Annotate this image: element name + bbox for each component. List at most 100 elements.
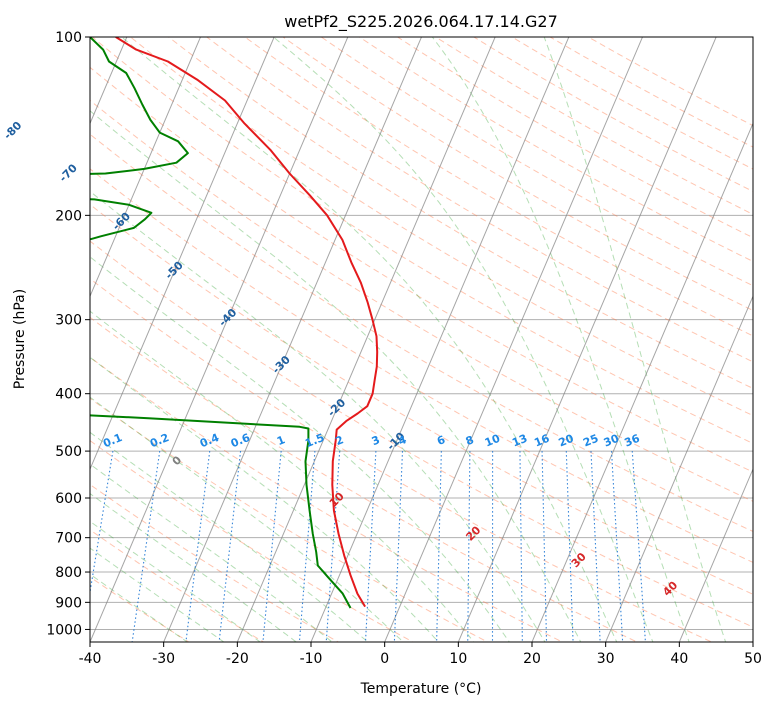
isotherm-line [90,37,349,642]
moist-adiabat-label: 20 [463,523,483,543]
mixing-ratio-line [519,451,523,642]
mixing-ratio-label: 13 [510,432,529,450]
mixing-ratio-label: 3 [370,433,382,448]
dry-adiabat-line [90,278,713,642]
mixing-ratio-label: 2 [334,433,346,448]
y-tick-label: 200 [55,208,82,224]
axes: -40 -30 -20 -10 0 10 20 30 40 5010020030040050060… [46,30,762,667]
x-tick-label: -40 [79,651,102,667]
dry-adiabat-line [90,356,564,642]
x-tick-label: 30 [597,651,615,667]
moist-adiabat-line [90,310,475,642]
background-lines [0,24,753,654]
dry-adiabat-line [90,316,639,642]
y-tick-label: 100 [55,30,82,46]
moist-adiabat-line [90,463,333,642]
moist-adiabat-line [90,493,298,642]
dry-adiabat-line [549,37,753,148]
isotherm-line [236,37,496,642]
moist-adiabat-line [121,37,618,642]
isotherm-line [90,37,202,298]
dry-adiabat-line [91,37,753,445]
y-tick-label: 500 [55,444,82,460]
dry-adiabat-line [511,37,753,170]
dry-adiabat-line [90,397,489,642]
mixing-ratio-label: 8 [464,433,476,448]
isotherm-label: -30 [270,353,293,376]
mixing-ratio-label: 6 [435,433,447,448]
dry-adiabat-line [90,133,753,532]
dry-adiabat-line [90,576,190,642]
dry-adiabat-line [205,37,753,363]
mixing-ratio-label: 20 [557,432,576,450]
mixing-ratio-line [131,451,161,642]
x-axis-label: Temperature (°C) [360,681,482,697]
dry-adiabat-line [90,168,753,563]
isotherm-line [752,640,753,642]
moist-adiabat-line [90,547,225,642]
x-tick-label: 10 [449,651,467,667]
isotherm-line [457,37,717,642]
moist-adiabat-label: 30 [569,550,589,570]
mixing-ratio-line [364,451,377,642]
moist-adiabat-label: 40 [660,578,680,598]
x-tick-label: -20 [226,651,249,667]
dry-adiabat-line [129,37,753,417]
dry-adiabat-line [167,37,753,389]
mixing-ratio-label: 25 [581,432,600,450]
moist-adiabat-line [90,431,369,642]
isotherm-line [384,37,644,642]
dry-adiabat-line [90,203,753,595]
y-tick-label: 400 [55,387,82,403]
plot-frame [89,36,754,643]
isotherm-line [163,37,423,642]
isotherm-line [531,122,753,642]
sounding-profiles [90,37,379,609]
moist-adiabat-line [543,37,727,642]
dry-adiabat-line [90,99,753,502]
dry-adiabat-line [320,37,753,287]
mixing-ratio-line [218,451,242,642]
moist-adiabat-line [90,190,546,642]
mixing-ratio-label: 0.6 [229,431,252,450]
y-tick-label: 900 [55,595,82,611]
profile-line-0 [115,37,379,608]
moist-adiabat-line [90,573,189,642]
mixing-ratio-line [467,451,471,642]
x-tick-label: 0 [380,651,389,667]
mixing-ratio-label: 10 [483,432,502,450]
y-tick-label: 800 [55,565,82,581]
mixing-ratio-label: 30 [602,432,621,450]
isotherm-line [0,24,59,654]
x-tick-label: 40 [670,651,688,667]
isotherm-line [605,295,753,642]
dry-adiabat-line [90,440,414,642]
isotherm-label: -70 [57,161,80,184]
mixing-ratio-line [590,451,601,642]
mixing-ratio-line [565,451,574,642]
moist-adiabat-line [273,37,654,642]
moist-adiabat-label: 0 [170,453,185,468]
isotherm-label: -40 [216,306,239,329]
moist-adiabat-line [90,256,511,642]
mixing-ratio-line [541,451,548,642]
x-tick-label: -30 [152,651,175,667]
mixing-ratio-label: 36 [623,432,642,450]
dry-adiabat-line [90,240,753,628]
moist-adiabat-line [90,520,262,642]
isotherm-label: -80 [1,119,24,142]
isotherm-line [90,37,275,471]
y-tick-label: 600 [55,491,82,507]
mixing-ratio-line [325,451,341,642]
mixing-ratio-line [393,451,404,642]
moist-adiabat-line [90,110,582,642]
dry-adiabat-line [244,37,753,337]
mixing-ratio-label: 1.5 [303,431,326,450]
mixing-ratio-label: 16 [532,432,551,450]
isotherm-label: -20 [325,396,348,419]
x-tick-label: -10 [300,651,323,667]
y-tick-label: 1000 [46,622,82,638]
isotherm-line [678,467,753,642]
moist-adiabat-line [431,37,690,642]
